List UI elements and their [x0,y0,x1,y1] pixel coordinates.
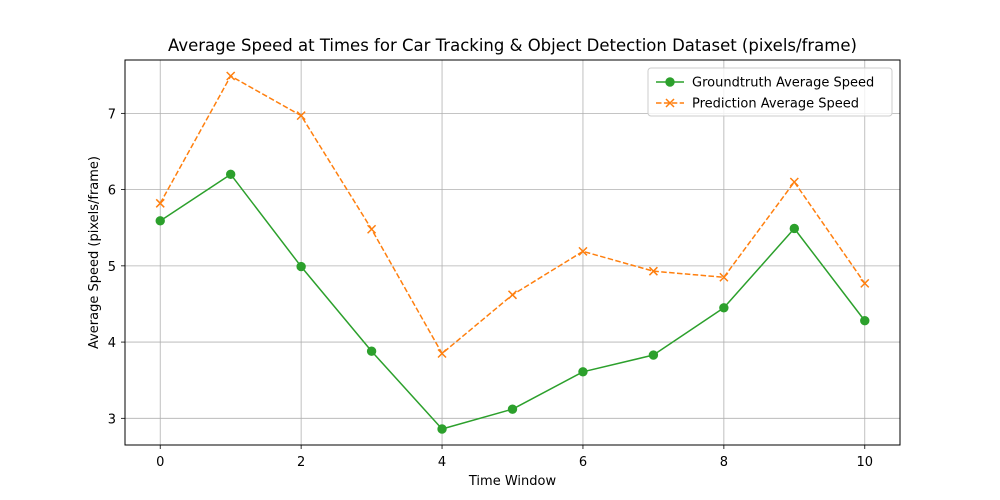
chart-title: Average Speed at Times for Car Tracking … [168,36,857,55]
x-tick-label: 10 [856,455,873,470]
y-tick-label: 4 [108,336,116,351]
legend-marker [665,98,675,108]
data-point [155,198,165,208]
marker-stroke [507,290,518,300]
marker-stroke [578,246,588,256]
data-point [507,404,518,414]
marker-stroke [296,111,306,121]
marker-stroke [860,278,870,288]
data-point [648,350,659,360]
data-point [437,348,447,359]
y-tick-label: 7 [108,107,116,122]
series-prediction [155,71,870,359]
data-point [296,261,306,272]
marker-stroke [226,71,236,81]
data-point [507,290,518,300]
x-tick-label: 0 [156,455,164,470]
legend-label: Groundtruth Average Speed [692,76,874,91]
marker-stroke [155,198,165,208]
y-tick-label: 5 [108,260,116,275]
legend-box [647,67,893,117]
x-tick-label: 2 [297,455,305,470]
series-groundtruth [155,169,870,434]
legend-label: Prediction Average Speed [692,97,859,112]
data-point [860,278,870,288]
x-tick-label: 4 [438,455,446,470]
axis-ticks: 0 2 4 6 8 10 3 4 5 6 7 [108,107,873,470]
data-point [155,216,165,226]
legend: Groundtruth Average Speed Prediction Aver… [647,67,893,117]
plot-frame [124,59,901,446]
data-point [860,316,870,326]
series-layer [155,71,870,434]
data-point [437,424,447,434]
data-point [789,177,799,187]
data-point [225,169,236,180]
data-point [648,266,658,276]
data-point [578,246,588,256]
data-point [296,111,306,121]
y-tick-label: 6 [108,184,116,199]
data-point [719,303,729,313]
marker-stroke [789,177,799,187]
data-point [789,223,800,234]
x-axis-label: Time Window [468,474,557,489]
data-point [367,224,377,234]
data-point [578,367,588,377]
x-tick-label: 6 [579,455,587,470]
x-tick-label: 8 [720,455,728,470]
data-point [366,346,377,356]
marker-stroke [648,266,658,276]
marker-stroke [367,224,377,234]
marker-stroke [437,348,447,359]
marker-stroke [665,98,675,108]
y-axis-label: Average Speed (pixels/frame) [87,156,102,349]
legend-marker [665,77,675,87]
marker-stroke [719,272,729,282]
y-tick-label: 3 [108,412,116,427]
data-point [226,71,236,81]
data-point [719,272,729,282]
